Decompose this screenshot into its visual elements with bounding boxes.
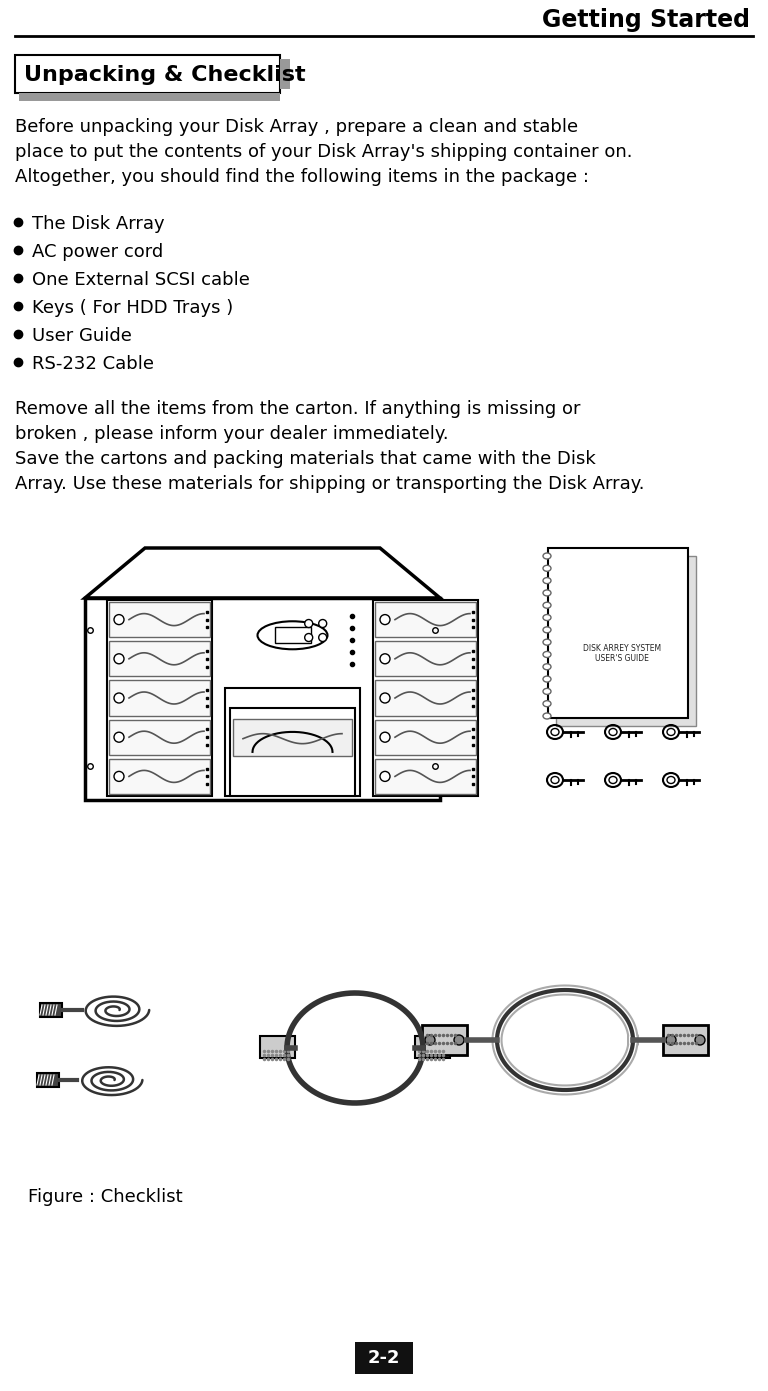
Circle shape [380, 654, 390, 664]
Circle shape [425, 1035, 435, 1045]
Ellipse shape [543, 676, 551, 682]
Circle shape [319, 633, 326, 641]
Circle shape [305, 633, 313, 641]
Bar [375, 680, 476, 715]
Text: Getting Started: Getting Started [542, 8, 750, 32]
Ellipse shape [543, 627, 551, 633]
Polygon shape [253, 732, 333, 753]
Ellipse shape [543, 615, 551, 620]
Ellipse shape [543, 590, 551, 595]
Bar [375, 759, 476, 794]
Bar [109, 641, 210, 676]
Text: Figure : Checklist: Figure : Checklist [28, 1188, 183, 1206]
Circle shape [114, 772, 124, 782]
Circle shape [380, 615, 390, 625]
Text: AC power cord: AC power cord [32, 243, 164, 262]
Ellipse shape [543, 714, 551, 719]
Ellipse shape [667, 776, 675, 783]
Text: Keys ( For HDD Trays ): Keys ( For HDD Trays ) [32, 299, 233, 317]
Ellipse shape [543, 651, 551, 658]
Bar [280, 58, 290, 89]
Text: Unpacking & Checklist: Unpacking & Checklist [24, 65, 306, 85]
Ellipse shape [543, 638, 551, 645]
Bar [375, 602, 476, 637]
Bar [85, 598, 440, 800]
Bar [375, 719, 476, 755]
Bar [548, 548, 688, 718]
Bar [422, 1025, 467, 1054]
Ellipse shape [543, 554, 551, 559]
Circle shape [114, 693, 124, 702]
Bar [233, 719, 352, 757]
Text: One External SCSI cable: One External SCSI cable [32, 271, 250, 289]
Ellipse shape [609, 729, 617, 736]
Ellipse shape [551, 729, 559, 736]
Text: User Guide: User Guide [32, 327, 132, 345]
Text: Remove all the items from the carton. If anything is missing or
broken , please : Remove all the items from the carton. If… [15, 401, 644, 492]
Ellipse shape [543, 565, 551, 572]
Bar [375, 641, 476, 676]
Circle shape [380, 732, 390, 743]
Bar [109, 680, 210, 715]
Circle shape [305, 619, 313, 627]
Circle shape [695, 1035, 705, 1045]
Circle shape [114, 654, 124, 664]
Ellipse shape [543, 689, 551, 694]
Bar [15, 56, 280, 93]
Bar [373, 600, 478, 796]
Ellipse shape [543, 602, 551, 608]
Bar [107, 600, 212, 796]
Circle shape [114, 732, 124, 743]
Bar [109, 719, 210, 755]
Circle shape [114, 615, 124, 625]
Circle shape [380, 772, 390, 782]
Bar [260, 1036, 295, 1059]
Ellipse shape [543, 664, 551, 670]
Ellipse shape [257, 622, 327, 650]
Ellipse shape [543, 577, 551, 584]
Text: RS-232 Cable: RS-232 Cable [32, 355, 154, 373]
Bar [355, 1342, 413, 1374]
Bar [556, 556, 696, 726]
Bar [415, 1036, 450, 1059]
Circle shape [454, 1035, 464, 1045]
Ellipse shape [609, 776, 617, 783]
Circle shape [666, 1035, 676, 1045]
Ellipse shape [667, 729, 675, 736]
Circle shape [319, 619, 326, 627]
Bar [274, 627, 310, 643]
Bar [19, 93, 280, 102]
Bar [40, 1003, 62, 1017]
Text: The Disk Array: The Disk Array [32, 216, 164, 234]
Bar [230, 708, 355, 796]
Text: 2-2: 2-2 [368, 1349, 400, 1367]
Bar [225, 689, 360, 796]
Ellipse shape [551, 776, 559, 783]
Text: DISK ARREY SYSTEM
USER'S GUIDE: DISK ARREY SYSTEM USER'S GUIDE [583, 644, 661, 664]
Bar [37, 1072, 59, 1086]
Polygon shape [85, 548, 440, 598]
Text: Before unpacking your Disk Array , prepare a clean and stable
place to put the c: Before unpacking your Disk Array , prepa… [15, 118, 633, 186]
Bar [109, 759, 210, 794]
Circle shape [380, 693, 390, 702]
Bar [109, 602, 210, 637]
Bar [663, 1025, 708, 1054]
Ellipse shape [543, 701, 551, 707]
